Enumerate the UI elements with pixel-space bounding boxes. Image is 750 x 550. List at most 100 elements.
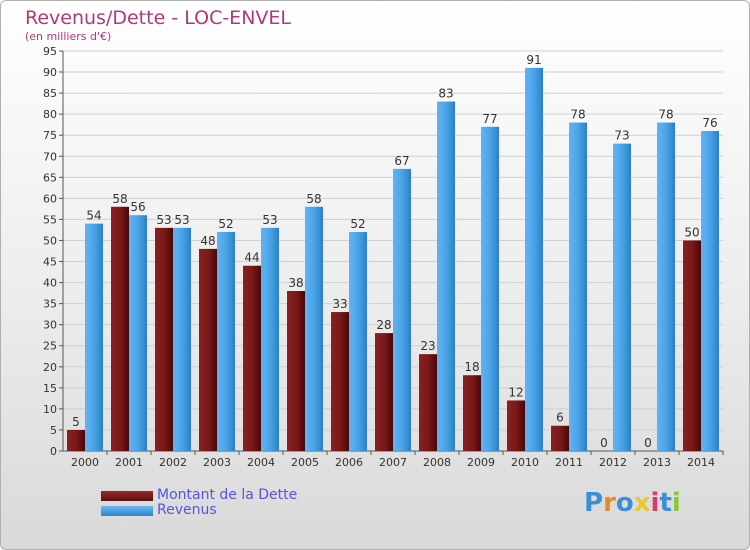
bar-revenus xyxy=(129,215,147,451)
y-tick-label: 20 xyxy=(43,361,57,374)
data-label-revenus: 91 xyxy=(526,53,541,67)
y-tick-label: 5 xyxy=(50,424,57,437)
bar-revenus xyxy=(525,67,543,451)
logo-letter: i xyxy=(671,488,681,518)
bar-revenus xyxy=(217,232,235,451)
bar-dette xyxy=(419,354,437,451)
x-tick-label: 2006 xyxy=(335,456,363,469)
x-tick-label: 2011 xyxy=(555,456,583,469)
y-tick-label: 50 xyxy=(43,234,57,247)
data-label-dette: 0 xyxy=(644,436,652,450)
y-tick-label: 80 xyxy=(43,108,57,121)
data-label-revenus: 67 xyxy=(394,154,409,168)
data-label-revenus: 52 xyxy=(218,217,233,231)
bar-revenus xyxy=(261,227,279,451)
y-tick-label: 95 xyxy=(43,45,57,58)
x-tick-label: 2014 xyxy=(687,456,715,469)
y-tick-label: 85 xyxy=(43,87,57,100)
bar-dette xyxy=(331,312,349,451)
bar-dette xyxy=(287,291,305,451)
data-label-dette: 58 xyxy=(112,192,127,206)
logo-letter: o xyxy=(615,488,634,518)
data-label-dette: 12 xyxy=(508,385,523,399)
y-tick-label: 40 xyxy=(43,277,57,290)
y-tick-label: 30 xyxy=(43,319,57,332)
data-label-dette: 0 xyxy=(600,436,608,450)
bar-revenus xyxy=(569,122,587,451)
x-tick-label: 2010 xyxy=(511,456,539,469)
bar-revenus xyxy=(701,131,719,451)
x-tick-label: 2008 xyxy=(423,456,451,469)
y-tick-label: 35 xyxy=(43,298,57,311)
data-label-dette: 44 xyxy=(244,251,259,265)
bar-dette xyxy=(67,429,85,451)
proxiti-logo: Proxiti xyxy=(584,488,681,518)
x-tick-label: 2013 xyxy=(643,456,671,469)
chart-subtitle: (en milliers d'€) xyxy=(25,30,112,43)
y-tick-label: 70 xyxy=(43,150,57,163)
bar-dette xyxy=(243,265,261,451)
data-label-revenus: 73 xyxy=(614,129,629,143)
legend-swatch-revenus xyxy=(101,506,153,516)
data-label-dette: 18 xyxy=(464,360,479,374)
bar-dette xyxy=(111,206,129,451)
y-tick-label: 60 xyxy=(43,192,57,205)
data-label-dette: 53 xyxy=(156,213,171,227)
bar-revenus xyxy=(173,227,191,451)
y-tick-label: 65 xyxy=(43,171,57,184)
logo-letter: P xyxy=(584,488,604,518)
bar-revenus xyxy=(657,122,675,451)
x-tick-label: 2004 xyxy=(247,456,275,469)
bar-revenus xyxy=(305,206,323,451)
data-label-revenus: 78 xyxy=(570,108,585,122)
data-label-revenus: 56 xyxy=(130,200,145,214)
logo-letter: x xyxy=(633,488,651,518)
y-tick-label: 55 xyxy=(43,213,57,226)
bar-revenus xyxy=(613,143,631,451)
logo-letter: t xyxy=(659,488,672,518)
data-label-dette: 23 xyxy=(420,339,435,353)
logo-letter: i xyxy=(650,488,660,518)
bar-revenus xyxy=(437,101,455,452)
data-label-dette: 48 xyxy=(200,234,215,248)
x-tick-label: 2007 xyxy=(379,456,407,469)
bar-dette xyxy=(551,425,569,451)
data-label-revenus: 77 xyxy=(482,112,497,126)
bar-dette xyxy=(375,333,393,451)
data-label-revenus: 58 xyxy=(306,192,321,206)
legend-swatch-dette xyxy=(101,491,153,501)
bar-dette xyxy=(507,400,525,451)
y-tick-label: 15 xyxy=(43,382,57,395)
data-label-dette: 6 xyxy=(556,411,564,425)
legend-label-dette: Montant de la Dette xyxy=(157,487,298,503)
logo-letter: r xyxy=(603,488,616,518)
x-tick-label: 2005 xyxy=(291,456,319,469)
data-label-dette: 50 xyxy=(684,225,699,239)
y-tick-label: 10 xyxy=(43,403,57,416)
data-label-revenus: 53 xyxy=(262,213,277,227)
bar-dette xyxy=(155,227,173,451)
bar-revenus xyxy=(481,126,499,451)
data-label-revenus: 76 xyxy=(702,116,717,130)
bar-dette xyxy=(683,240,701,451)
data-label-dette: 38 xyxy=(288,276,303,290)
data-label-revenus: 83 xyxy=(438,87,453,101)
data-label-dette: 5 xyxy=(72,415,80,429)
y-tick-label: 0 xyxy=(50,445,57,458)
x-tick-label: 2001 xyxy=(115,456,143,469)
x-tick-label: 2000 xyxy=(71,456,99,469)
bar-dette xyxy=(463,375,481,451)
bar-dette xyxy=(199,248,217,451)
bar-revenus xyxy=(393,168,411,452)
data-label-revenus: 53 xyxy=(174,213,189,227)
y-tick-label: 90 xyxy=(43,66,57,79)
y-tick-label: 75 xyxy=(43,129,57,142)
data-label-revenus: 54 xyxy=(86,209,101,223)
legend-label-revenus: Revenus xyxy=(157,502,217,518)
x-tick-label: 2009 xyxy=(467,456,495,469)
bar-revenus xyxy=(85,223,103,451)
data-label-dette: 33 xyxy=(332,297,347,311)
y-tick-label: 45 xyxy=(43,256,57,269)
